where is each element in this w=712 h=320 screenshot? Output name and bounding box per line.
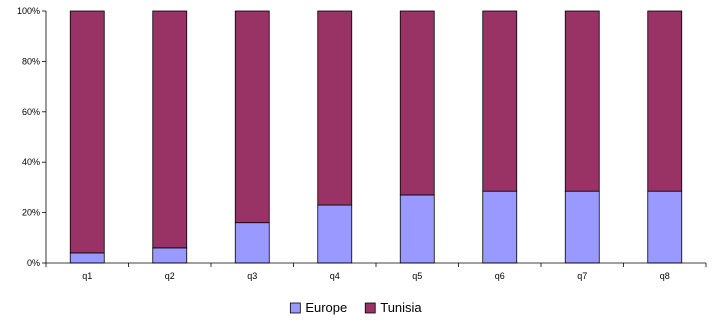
bar-europe-q6 (482, 190, 518, 264)
y-tick-label: 20% (22, 208, 40, 218)
x-tick-label: q8 (660, 271, 670, 281)
x-tick-label: q1 (82, 271, 92, 281)
bar-tunisia-q3 (234, 10, 270, 224)
x-tick-label: q2 (165, 271, 175, 281)
x-tick-label: q5 (412, 271, 422, 281)
x-tick-label: q6 (495, 271, 505, 281)
y-tick-label: 60% (22, 107, 40, 117)
legend-swatch-tunisia (364, 302, 376, 314)
y-tick-label: 0% (27, 258, 40, 268)
bar-europe-q4 (317, 204, 353, 264)
bar-europe-q8 (647, 190, 683, 264)
legend-label-tunisia: Tunisia (380, 300, 422, 315)
bar-tunisia-q4 (317, 10, 353, 206)
bar-tunisia-q7 (564, 10, 600, 192)
bar-europe-q3 (234, 222, 270, 264)
legend-label-europe: Europe (305, 300, 347, 315)
bars-group (69, 10, 683, 264)
x-tick-label: q3 (247, 271, 257, 281)
y-tick-label: 40% (22, 157, 40, 167)
bar-tunisia-q1 (69, 10, 105, 254)
y-tick-label: 80% (22, 56, 40, 66)
bar-tunisia-q2 (152, 10, 188, 249)
x-tick-label: q7 (577, 271, 587, 281)
bar-europe-q5 (399, 194, 435, 264)
x-tick-label: q4 (330, 271, 340, 281)
y-tick-label: 100% (17, 6, 40, 16)
bar-europe-q1 (69, 252, 105, 264)
bar-europe-q7 (564, 190, 600, 264)
legend-swatch-europe (289, 302, 301, 314)
bar-tunisia-q5 (399, 10, 435, 196)
bar-europe-q2 (152, 247, 188, 264)
axes-group: q1 q2 q3 q4 q5 q6 q7 q8 0% 20% 40% 60% 80% 100% (17, 6, 707, 281)
bar-tunisia-q8 (647, 10, 683, 192)
bar-tunisia-q6 (482, 10, 518, 192)
legend: Europe Tunisia (289, 300, 422, 315)
